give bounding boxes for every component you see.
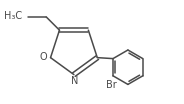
Text: Br: Br bbox=[106, 80, 116, 90]
Text: H₃C: H₃C bbox=[3, 11, 22, 21]
Text: N: N bbox=[71, 76, 79, 86]
Text: O: O bbox=[39, 52, 47, 62]
